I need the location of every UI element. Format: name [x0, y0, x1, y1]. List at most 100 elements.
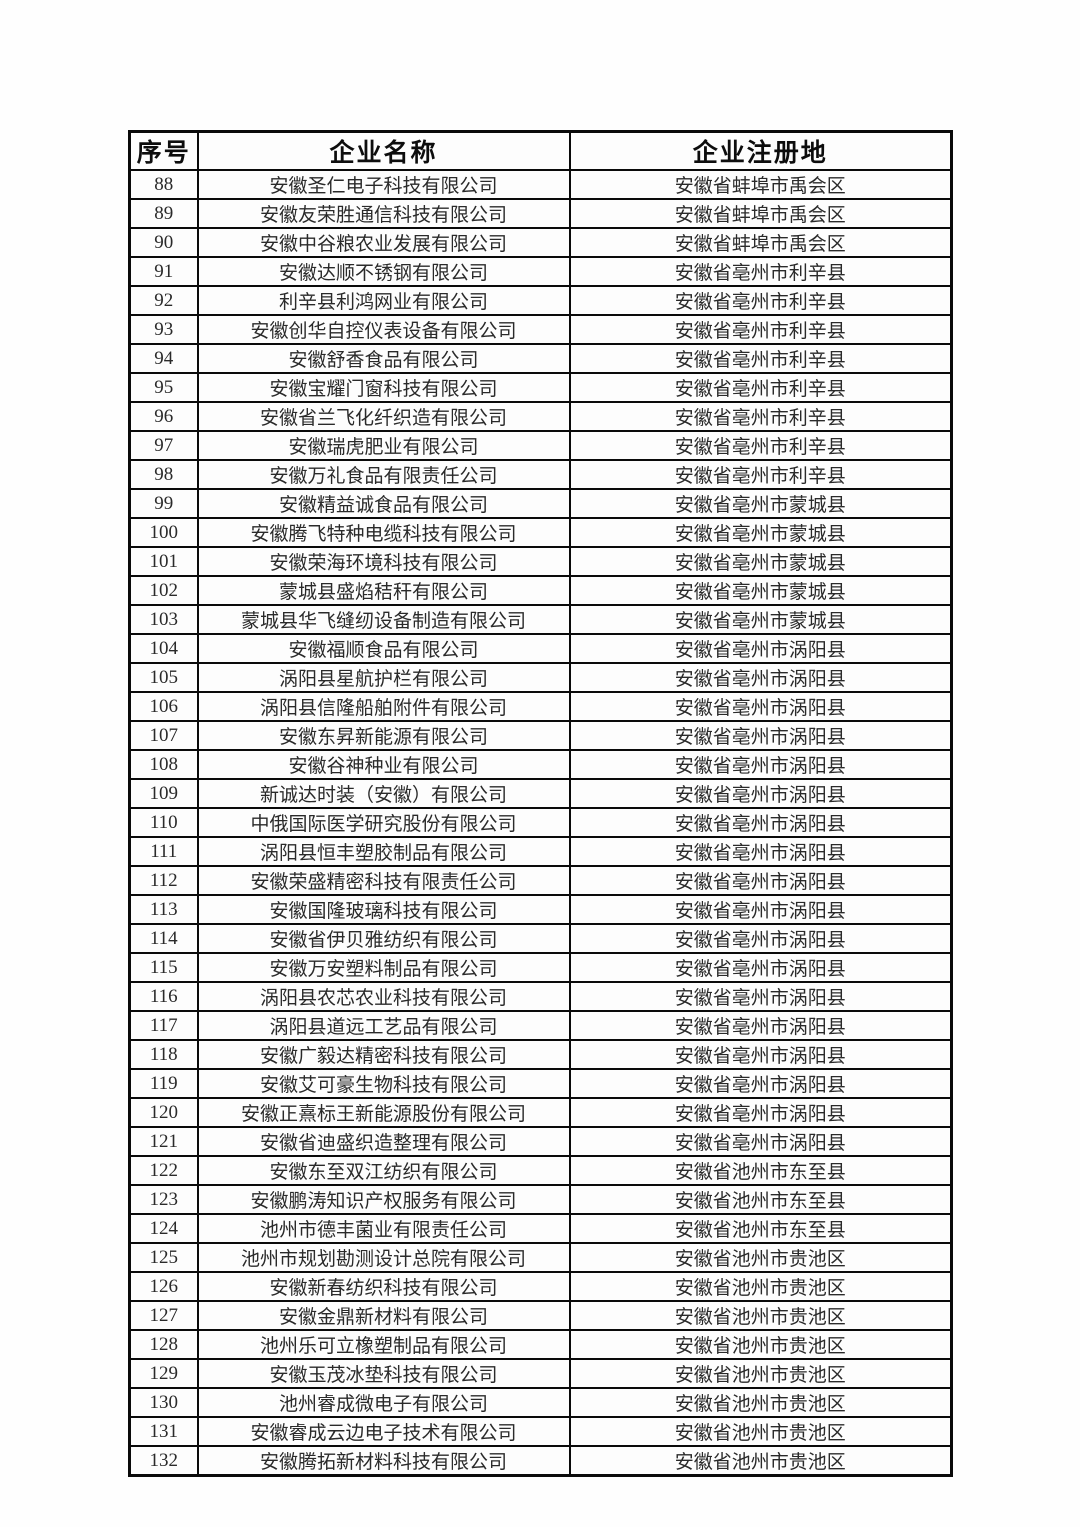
- company-name: 涡阳县信隆船舶附件有限公司: [196, 691, 571, 722]
- row-number: 107: [128, 720, 199, 751]
- company-location: 安徽省池州市贵池区: [568, 1300, 953, 1331]
- company-location: 安徽省亳州市利辛县: [568, 343, 953, 374]
- table-row: 89 安徽友荣胜通信科技有限公司 安徽省蚌埠市禹会区: [128, 198, 953, 229]
- company-location: 安徽省亳州市涡阳县: [568, 1126, 953, 1157]
- table-row: 116 涡阳县农芯农业科技有限公司 安徽省亳州市涡阳县: [128, 981, 953, 1012]
- company-location: 安徽省亳州市涡阳县: [568, 778, 953, 809]
- row-number: 129: [128, 1358, 199, 1389]
- company-location: 安徽省亳州市涡阳县: [568, 807, 953, 838]
- row-number: 100: [128, 517, 199, 548]
- company-location: 安徽省蚌埠市禹会区: [568, 198, 953, 229]
- row-number: 96: [128, 401, 199, 432]
- table-row: 106 涡阳县信隆船舶附件有限公司 安徽省亳州市涡阳县: [128, 691, 953, 722]
- company-name: 安徽新春纺织科技有限公司: [196, 1271, 571, 1302]
- row-number: 121: [128, 1126, 199, 1157]
- company-name: 安徽正熹标王新能源股份有限公司: [196, 1097, 571, 1128]
- company-name: 安徽省兰飞化纤织造有限公司: [196, 401, 571, 432]
- company-location: 安徽省亳州市涡阳县: [568, 662, 953, 693]
- table-row: 124 池州市德丰菌业有限责任公司 安徽省池州市东至县: [128, 1213, 953, 1244]
- table-row: 115 安徽万安塑料制品有限公司 安徽省亳州市涡阳县: [128, 952, 953, 983]
- company-name: 安徽国隆玻璃科技有限公司: [196, 894, 571, 925]
- company-name: 安徽省伊贝雅纺织有限公司: [196, 923, 571, 954]
- table-row: 99 安徽精益诚食品有限公司 安徽省亳州市蒙城县: [128, 488, 953, 519]
- company-location: 安徽省亳州市涡阳县: [568, 981, 953, 1012]
- row-number: 88: [128, 169, 199, 200]
- row-number: 122: [128, 1155, 199, 1186]
- table-row: 117 涡阳县道远工艺品有限公司 安徽省亳州市涡阳县: [128, 1010, 953, 1041]
- table-row: 93 安徽创华自控仪表设备有限公司 安徽省亳州市利辛县: [128, 314, 953, 345]
- company-location: 安徽省亳州市涡阳县: [568, 865, 953, 896]
- company-location: 安徽省亳州市涡阳县: [568, 691, 953, 722]
- company-name: 涡阳县道远工艺品有限公司: [196, 1010, 571, 1041]
- company-name: 安徽玉茂冰垫科技有限公司: [196, 1358, 571, 1389]
- row-number: 99: [128, 488, 199, 519]
- table-row: 90 安徽中谷粮农业发展有限公司 安徽省蚌埠市禹会区: [128, 227, 953, 258]
- column-header-company-name: 企业名称: [196, 130, 571, 171]
- table-row: 88 安徽圣仁电子科技有限公司 安徽省蚌埠市禹会区: [128, 169, 953, 200]
- company-name: 安徽省迪盛织造整理有限公司: [196, 1126, 571, 1157]
- table-row: 98 安徽万礼食品有限责任公司 安徽省亳州市利辛县: [128, 459, 953, 490]
- row-number: 118: [128, 1039, 199, 1070]
- row-number: 128: [128, 1329, 199, 1360]
- company-name: 安徽睿成云边电子技术有限公司: [196, 1416, 571, 1447]
- table-row: 120 安徽正熹标王新能源股份有限公司 安徽省亳州市涡阳县: [128, 1097, 953, 1128]
- company-name: 安徽圣仁电子科技有限公司: [196, 169, 571, 200]
- company-location: 安徽省亳州市利辛县: [568, 256, 953, 287]
- company-location: 安徽省亳州市涡阳县: [568, 1068, 953, 1099]
- table-row: 103 蒙城县华飞缝纫设备制造有限公司 安徽省亳州市蒙城县: [128, 604, 953, 635]
- company-location: 安徽省池州市东至县: [568, 1184, 953, 1215]
- company-location: 安徽省蚌埠市禹会区: [568, 227, 953, 258]
- row-number: 126: [128, 1271, 199, 1302]
- table-row: 108 安徽谷神种业有限公司 安徽省亳州市涡阳县: [128, 749, 953, 780]
- row-number: 108: [128, 749, 199, 780]
- company-name: 安徽瑞虎肥业有限公司: [196, 430, 571, 461]
- table-row: 121 安徽省迪盛织造整理有限公司 安徽省亳州市涡阳县: [128, 1126, 953, 1157]
- company-name: 安徽福顺食品有限公司: [196, 633, 571, 664]
- company-name: 中俄国际医学研究股份有限公司: [196, 807, 571, 838]
- company-location: 安徽省池州市贵池区: [568, 1358, 953, 1389]
- row-number: 130: [128, 1387, 199, 1418]
- row-number: 132: [128, 1445, 199, 1477]
- table-row: 94 安徽舒香食品有限公司 安徽省亳州市利辛县: [128, 343, 953, 374]
- company-location: 安徽省亳州市蒙城县: [568, 517, 953, 548]
- company-name: 涡阳县星航护栏有限公司: [196, 662, 571, 693]
- company-name: 安徽谷神种业有限公司: [196, 749, 571, 780]
- row-number: 91: [128, 256, 199, 287]
- company-location: 安徽省亳州市蒙城县: [568, 604, 953, 635]
- company-name: 安徽荣海环境科技有限公司: [196, 546, 571, 577]
- table-row: 118 安徽广毅达精密科技有限公司 安徽省亳州市涡阳县: [128, 1039, 953, 1070]
- company-location: 安徽省蚌埠市禹会区: [568, 169, 953, 200]
- row-number: 92: [128, 285, 199, 316]
- table-row: 111 涡阳县恒丰塑胶制品有限公司 安徽省亳州市涡阳县: [128, 836, 953, 867]
- table-row: 110 中俄国际医学研究股份有限公司 安徽省亳州市涡阳县: [128, 807, 953, 838]
- company-location: 安徽省亳州市利辛县: [568, 372, 953, 403]
- company-name: 安徽腾飞特种电缆科技有限公司: [196, 517, 571, 548]
- table-row: 129 安徽玉茂冰垫科技有限公司 安徽省池州市贵池区: [128, 1358, 953, 1389]
- table-row: 131 安徽睿成云边电子技术有限公司 安徽省池州市贵池区: [128, 1416, 953, 1447]
- table-row: 92 利辛县利鸿网业有限公司 安徽省亳州市利辛县: [128, 285, 953, 316]
- company-location: 安徽省亳州市利辛县: [568, 459, 953, 490]
- row-number: 94: [128, 343, 199, 374]
- row-number: 125: [128, 1242, 199, 1273]
- row-number: 115: [128, 952, 199, 983]
- row-number: 89: [128, 198, 199, 229]
- table-row: 91 安徽达顺不锈钢有限公司 安徽省亳州市利辛县: [128, 256, 953, 287]
- company-location: 安徽省亳州市蒙城县: [568, 546, 953, 577]
- company-location: 安徽省亳州市涡阳县: [568, 923, 953, 954]
- company-location: 安徽省池州市东至县: [568, 1155, 953, 1186]
- row-number: 119: [128, 1068, 199, 1099]
- company-location: 安徽省亳州市利辛县: [568, 401, 953, 432]
- table-row: 130 池州睿成微电子有限公司 安徽省池州市贵池区: [128, 1387, 953, 1418]
- company-name: 池州睿成微电子有限公司: [196, 1387, 571, 1418]
- table-row: 107 安徽东昇新能源有限公司 安徽省亳州市涡阳县: [128, 720, 953, 751]
- company-name: 安徽荣盛精密科技有限责任公司: [196, 865, 571, 896]
- row-number: 105: [128, 662, 199, 693]
- row-number: 127: [128, 1300, 199, 1331]
- table-row: 114 安徽省伊贝雅纺织有限公司 安徽省亳州市涡阳县: [128, 923, 953, 954]
- company-name: 安徽万礼食品有限责任公司: [196, 459, 571, 490]
- row-number: 124: [128, 1213, 199, 1244]
- company-location: 安徽省亳州市涡阳县: [568, 1097, 953, 1128]
- company-location: 安徽省亳州市涡阳县: [568, 720, 953, 751]
- row-number: 97: [128, 430, 199, 461]
- row-number: 90: [128, 227, 199, 258]
